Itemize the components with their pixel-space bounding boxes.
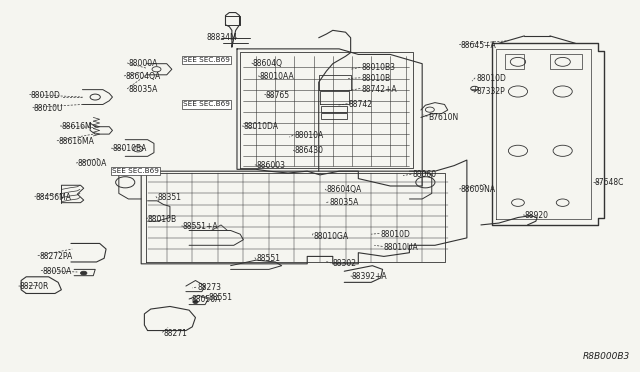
Text: 87332P: 87332P bbox=[476, 87, 505, 96]
Bar bbox=[505, 54, 524, 69]
Text: SEE SEC.B69: SEE SEC.B69 bbox=[182, 102, 230, 108]
Text: 88000A: 88000A bbox=[77, 159, 107, 168]
Text: 88000A: 88000A bbox=[129, 59, 158, 68]
Text: 88920: 88920 bbox=[524, 211, 548, 220]
Text: 886430: 886430 bbox=[294, 146, 323, 155]
Text: 88270R: 88270R bbox=[20, 282, 49, 291]
Text: 88010GA: 88010GA bbox=[314, 231, 349, 241]
Text: 886003: 886003 bbox=[256, 161, 285, 170]
Text: 88010B: 88010B bbox=[148, 215, 177, 224]
Text: 88010D: 88010D bbox=[381, 230, 410, 239]
Text: 88010D: 88010D bbox=[31, 91, 61, 100]
Bar bbox=[550, 54, 582, 69]
Text: 88010U: 88010U bbox=[34, 104, 63, 113]
Text: 88010UA: 88010UA bbox=[384, 243, 419, 251]
Text: B7610N: B7610N bbox=[429, 113, 459, 122]
Text: 88834M: 88834M bbox=[206, 33, 237, 42]
Text: 88456MA: 88456MA bbox=[36, 193, 72, 202]
Bar bbox=[321, 106, 347, 112]
Text: SEE SEC.B69: SEE SEC.B69 bbox=[113, 168, 159, 174]
Text: 88645+A: 88645+A bbox=[461, 41, 496, 50]
Text: 88010BA: 88010BA bbox=[113, 144, 147, 153]
Text: 88010D: 88010D bbox=[476, 74, 506, 83]
Text: 88616MA: 88616MA bbox=[58, 137, 94, 146]
Text: 88273: 88273 bbox=[197, 283, 221, 292]
Bar bbox=[321, 113, 347, 119]
Circle shape bbox=[81, 271, 87, 275]
Text: 88050A: 88050A bbox=[42, 267, 72, 276]
Text: 88551: 88551 bbox=[208, 293, 232, 302]
Text: 88742+A: 88742+A bbox=[362, 85, 397, 94]
Text: 88035A: 88035A bbox=[330, 198, 359, 207]
Text: 88609NA: 88609NA bbox=[461, 185, 495, 194]
Text: 88604QA: 88604QA bbox=[326, 185, 362, 194]
Text: 88272PA: 88272PA bbox=[39, 252, 72, 261]
Text: 88060: 88060 bbox=[413, 170, 436, 179]
Text: 88551+A: 88551+A bbox=[182, 222, 218, 231]
Text: 88035A: 88035A bbox=[129, 85, 158, 94]
Text: 88010DA: 88010DA bbox=[243, 122, 278, 131]
Text: 88010B: 88010B bbox=[362, 74, 390, 83]
Text: 88351: 88351 bbox=[157, 193, 181, 202]
Text: 88604Q: 88604Q bbox=[253, 59, 283, 68]
Text: R8B000B3: R8B000B3 bbox=[582, 352, 630, 361]
Text: 88010A: 88010A bbox=[294, 131, 324, 141]
Text: 88271: 88271 bbox=[164, 328, 188, 338]
Text: 88551: 88551 bbox=[256, 254, 280, 263]
Text: 88392+A: 88392+A bbox=[352, 272, 388, 281]
Text: 88765: 88765 bbox=[266, 91, 290, 100]
Circle shape bbox=[193, 301, 198, 304]
Text: 88010AA: 88010AA bbox=[259, 72, 294, 81]
Text: 87648C: 87648C bbox=[595, 178, 624, 187]
Text: 88616M: 88616M bbox=[61, 122, 92, 131]
Text: 88302: 88302 bbox=[333, 259, 356, 268]
Text: 88742: 88742 bbox=[349, 100, 372, 109]
Text: 88604QA: 88604QA bbox=[125, 72, 161, 81]
Text: 88010B3: 88010B3 bbox=[362, 63, 396, 72]
Text: SEE SEC.B69: SEE SEC.B69 bbox=[182, 57, 230, 63]
Text: 88050A: 88050A bbox=[191, 295, 220, 304]
